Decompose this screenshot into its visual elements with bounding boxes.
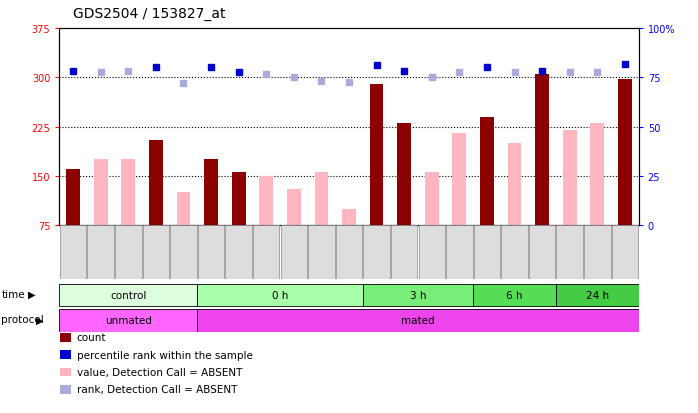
Bar bbox=[94, 160, 107, 225]
Bar bbox=[342, 209, 356, 225]
Bar bbox=[452, 134, 466, 225]
Text: count: count bbox=[77, 332, 106, 342]
Text: 3 h: 3 h bbox=[410, 290, 426, 300]
Bar bbox=[260, 176, 273, 225]
Bar bbox=[205, 160, 218, 225]
Text: 6 h: 6 h bbox=[506, 290, 523, 300]
Bar bbox=[87, 225, 114, 279]
Bar bbox=[309, 225, 334, 279]
Bar bbox=[60, 385, 71, 394]
Bar bbox=[315, 173, 328, 225]
Bar bbox=[177, 193, 191, 225]
Text: ▶: ▶ bbox=[28, 289, 36, 299]
Bar bbox=[198, 310, 639, 332]
Bar bbox=[556, 225, 583, 279]
Bar bbox=[618, 80, 632, 225]
Text: 24 h: 24 h bbox=[586, 290, 609, 300]
Bar bbox=[556, 284, 639, 306]
Bar bbox=[60, 333, 71, 342]
Bar bbox=[473, 284, 556, 306]
Bar bbox=[281, 225, 307, 279]
Text: protocol: protocol bbox=[1, 315, 44, 325]
Bar bbox=[60, 351, 71, 359]
Bar bbox=[591, 124, 604, 225]
Text: mated: mated bbox=[401, 316, 435, 326]
Bar bbox=[611, 225, 638, 279]
Bar bbox=[507, 144, 521, 225]
Bar bbox=[397, 124, 411, 225]
Bar bbox=[60, 225, 87, 279]
Bar bbox=[584, 225, 611, 279]
Bar bbox=[287, 190, 301, 225]
Bar bbox=[142, 225, 169, 279]
Text: ▶: ▶ bbox=[36, 315, 44, 325]
Bar bbox=[253, 225, 279, 279]
Bar bbox=[474, 225, 500, 279]
Bar bbox=[225, 225, 252, 279]
Bar bbox=[198, 284, 363, 306]
Bar bbox=[363, 284, 473, 306]
Bar bbox=[480, 117, 493, 225]
Text: percentile rank within the sample: percentile rank within the sample bbox=[77, 350, 253, 360]
Text: unmated: unmated bbox=[105, 316, 151, 326]
Bar bbox=[149, 140, 163, 225]
Bar bbox=[232, 173, 246, 225]
Bar bbox=[60, 368, 71, 376]
Bar bbox=[59, 284, 198, 306]
Bar bbox=[419, 225, 445, 279]
Bar bbox=[364, 225, 389, 279]
Bar bbox=[59, 310, 198, 332]
Bar bbox=[66, 170, 80, 225]
Bar bbox=[501, 225, 528, 279]
Bar bbox=[425, 173, 438, 225]
Bar bbox=[563, 131, 577, 225]
Bar bbox=[446, 225, 473, 279]
Text: value, Detection Call = ABSENT: value, Detection Call = ABSENT bbox=[77, 367, 242, 377]
Bar bbox=[336, 225, 362, 279]
Text: GDS2504 / 153827_at: GDS2504 / 153827_at bbox=[73, 7, 225, 21]
Bar bbox=[170, 225, 197, 279]
Bar bbox=[529, 225, 556, 279]
Bar bbox=[121, 160, 135, 225]
Bar bbox=[198, 225, 224, 279]
Text: time: time bbox=[1, 289, 25, 299]
Bar bbox=[391, 225, 417, 279]
Bar bbox=[370, 85, 383, 225]
Text: control: control bbox=[110, 290, 147, 300]
Bar bbox=[535, 75, 549, 225]
Text: rank, Detection Call = ABSENT: rank, Detection Call = ABSENT bbox=[77, 385, 237, 394]
Text: 0 h: 0 h bbox=[272, 290, 288, 300]
Bar bbox=[115, 225, 142, 279]
